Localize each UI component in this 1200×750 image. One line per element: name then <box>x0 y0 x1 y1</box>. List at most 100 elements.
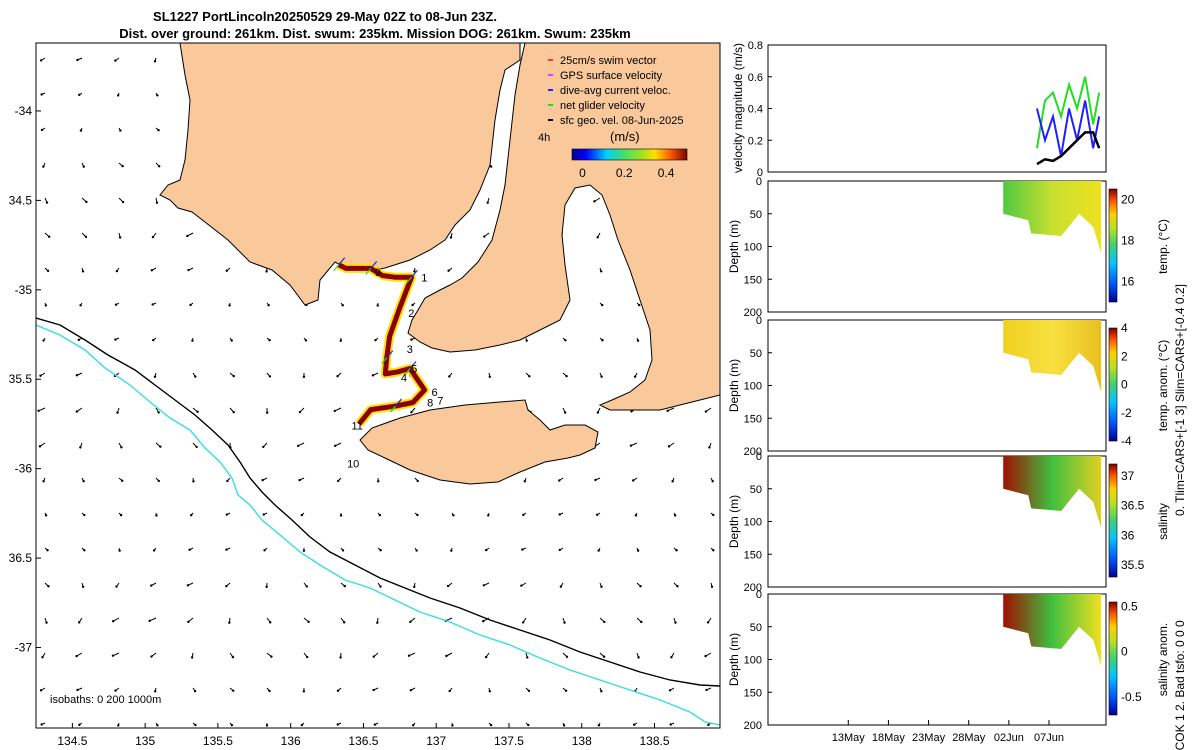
geo-arrow-head <box>448 375 451 378</box>
cbar-tick-label: 0.4 <box>658 166 675 180</box>
vel-ytick-label: 0.4 <box>748 104 763 116</box>
geo-arrow-head <box>191 339 194 342</box>
section-cbar-tick-label: -0.5 <box>1121 690 1142 704</box>
geo-arrow-head <box>298 478 301 482</box>
geo-arrow-head <box>341 304 344 307</box>
geo-arrow-head <box>117 724 120 727</box>
geo-arrow-head <box>42 339 45 342</box>
geo-arrow-head <box>267 304 270 307</box>
section-ylabel: Depth (m) <box>727 495 741 548</box>
tlim-note: 0. Tlim=CARS+[-1 3] Slim=CARS+[-0.4 0.2] <box>1173 284 1187 516</box>
geo-arrow-head <box>483 235 486 238</box>
geo-arrow-head <box>75 654 78 658</box>
geo-arrow-head <box>121 479 124 482</box>
geo-arrow-head <box>528 375 531 378</box>
geo-arrow-head <box>676 585 679 588</box>
section-ylabel: Depth (m) <box>727 633 741 686</box>
geo-arrow-head <box>111 654 115 657</box>
geo-arrow-head <box>121 200 125 204</box>
geo-arrow-head <box>565 655 569 658</box>
geo-arrow-head <box>39 689 43 692</box>
geo-arrow-head <box>155 514 158 517</box>
section-ytick-label: 0 <box>756 451 762 463</box>
geo-arrow-head <box>484 655 488 659</box>
section-cbar-tick-label: 35.5 <box>1121 558 1145 572</box>
geo-arrow-head <box>521 548 524 551</box>
geo-arrow-head <box>81 270 85 273</box>
section-cbar-label: temp. anom. (°C) <box>1156 340 1170 432</box>
map-xtick-label: 134.5 <box>57 734 87 748</box>
geo-arrow-head <box>307 620 310 624</box>
net-vector <box>381 357 388 365</box>
geo-arrow-head <box>265 411 269 414</box>
geo-arrow-head <box>668 689 672 692</box>
geo-arrow-head <box>150 584 153 587</box>
geo-arrow-head <box>416 479 419 483</box>
section-ytick-label: 200 <box>744 582 762 594</box>
geo-arrow-head <box>186 584 190 587</box>
geo-arrow-head <box>339 656 342 659</box>
geo-arrow-head <box>82 480 85 483</box>
map-frame <box>35 42 721 729</box>
geo-arrow-head <box>120 446 123 449</box>
geo-arrow-head <box>118 236 122 239</box>
geo-arrow-head <box>186 234 189 238</box>
geo-arrow-head <box>268 689 271 693</box>
time-tick-label: 07Jun <box>1034 732 1064 744</box>
geo-arrow-head <box>228 304 231 307</box>
net-vector <box>404 368 411 375</box>
geo-arrow-head <box>339 339 343 342</box>
track-line <box>337 262 428 426</box>
geo-arrow-head <box>44 514 48 517</box>
geo-arrow-head <box>47 235 51 238</box>
geo-arrow-head <box>228 621 231 624</box>
geo-arrow-head <box>232 410 235 414</box>
geo-arrow-head <box>156 724 159 727</box>
section-cbar-tick-label: 0.5 <box>1121 600 1138 614</box>
map-ytick-label: 35.5 <box>9 372 33 386</box>
geo-arrow-head <box>446 584 450 588</box>
geo-arrow-head <box>379 585 382 588</box>
geo-arrow-head <box>226 479 229 483</box>
geo-arrow-head <box>416 513 419 517</box>
section-cbar-tick-label: -4 <box>1121 434 1132 448</box>
dac-vector <box>411 269 418 278</box>
geo-arrow-head <box>270 655 273 658</box>
geo-arrow-head <box>410 338 413 341</box>
section-panel-2: 0 50 100 150 200 Depth (m) 4 2 0 -2 -4 temp. anom. … <box>727 315 1170 458</box>
geo-arrow-head <box>373 723 377 726</box>
map-xtick-label: 136.5 <box>348 734 378 748</box>
isobath-1000m <box>36 324 720 726</box>
vel-ytick-label: 0 <box>757 167 763 179</box>
section-cbar-tick-label: 2 <box>1121 349 1128 363</box>
section-cbar-tick-label: 16 <box>1121 274 1135 288</box>
title-line-2: Dist. over ground: 261km. Dist. swum: 23… <box>119 26 631 41</box>
geo-arrow-head <box>482 620 485 623</box>
section-panel-1: 0 50 100 150 200 Depth (m) 20 18 16 temp. (°C) <box>727 176 1170 319</box>
section-cbar-tick-label: 36 <box>1121 528 1135 542</box>
geo-arrow-head <box>523 480 527 483</box>
geo-arrow-head <box>704 654 707 658</box>
geo-arrow-head <box>407 654 411 657</box>
track-map: 134.5 135 135.5 136 136.5 137 137.5 138 138.5 -3… <box>9 42 721 748</box>
geo-arrow-head <box>83 549 86 552</box>
geo-arrow-head <box>265 585 268 589</box>
geo-arrow-head <box>115 585 118 588</box>
waypoint-label: 11 <box>351 421 362 433</box>
geo-arrow-head <box>81 585 85 588</box>
geo-arrow-head <box>336 689 340 692</box>
geo-arrow-head <box>192 480 195 483</box>
geo-arrow-head <box>669 723 672 726</box>
geo-arrow-head <box>415 549 418 552</box>
geo-arrow-head <box>46 549 49 552</box>
legend-interval: 4h <box>538 132 550 144</box>
time-tick-label: 23May <box>912 732 946 744</box>
section-ytick-label: 100 <box>744 655 762 667</box>
geo-arrow-head <box>409 620 412 624</box>
geo-arrow-head <box>374 339 377 342</box>
geo-arrow-head <box>79 129 83 132</box>
geo-arrow-head <box>153 60 157 63</box>
velocity-panel: 0 0.2 0.4 0.6 0.8 velocity magnitude (m/s) <box>731 40 1107 179</box>
geo-arrow-head <box>448 689 451 693</box>
